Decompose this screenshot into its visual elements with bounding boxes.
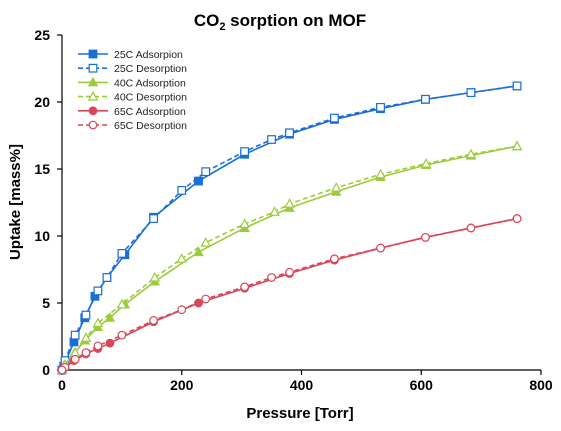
data-point: [512, 214, 522, 223]
legend-marker: [87, 90, 99, 101]
data-point: [57, 365, 67, 375]
data-point: [93, 286, 103, 296]
legend-label: 65C Desorption: [114, 120, 187, 132]
x-tick-label: 0: [58, 377, 66, 393]
y-tick-label: 5: [42, 295, 50, 311]
legend-label: 25C Adsorpion: [114, 49, 183, 61]
data-point: [201, 167, 211, 177]
series-layer: [56, 81, 523, 375]
data-point: [200, 237, 211, 247]
data-point: [331, 182, 342, 192]
data-point: [421, 94, 430, 104]
data-point: [80, 332, 92, 342]
legend-marker: [88, 106, 98, 116]
data-point: [420, 157, 432, 168]
series-line: [61, 145, 518, 371]
data-point: [177, 305, 187, 315]
data-point: [193, 246, 204, 257]
y-axis-title: Uptake [mass%]: [7, 144, 24, 260]
data-point: [177, 186, 187, 195]
legend-marker: [88, 63, 98, 73]
data-point: [70, 330, 80, 340]
data-point: [512, 81, 522, 91]
legend-marker: [88, 120, 98, 130]
data-point: [466, 223, 476, 233]
data-point: [330, 113, 339, 123]
x-axis-title: Pressure [Torr]: [246, 405, 353, 422]
data-point: [93, 341, 103, 351]
axes: 0 200 400 600 800 0 5 10 15 20 25: [34, 27, 552, 393]
data-point: [269, 206, 280, 216]
y-tick-label: 25: [34, 27, 50, 43]
legend-marker: [87, 76, 99, 87]
y-tick-label: 10: [34, 228, 50, 244]
data-point: [284, 198, 295, 208]
x-tick-label: 800: [529, 377, 553, 393]
legend-label: 40C Adsorption: [114, 77, 186, 89]
legend-label: 65C Adsorption: [114, 106, 186, 118]
legend-label: 40C Desorption: [114, 92, 187, 104]
x-tick-label: 600: [410, 377, 434, 393]
data-point: [149, 271, 161, 282]
legend-marker: [88, 49, 98, 59]
data-point: [104, 312, 116, 322]
data-point: [285, 128, 294, 138]
y-tick-label: 15: [34, 161, 50, 177]
data-point: [240, 282, 250, 292]
data-point: [267, 273, 276, 282]
data-point: [375, 168, 386, 179]
data-point: [149, 214, 159, 223]
chart-title-subscript: 2: [219, 21, 225, 33]
x-tick-label: 400: [290, 377, 314, 393]
series-4: [56, 140, 523, 374]
data-point: [70, 354, 80, 364]
data-point: [102, 273, 112, 282]
series-line: [61, 217, 518, 371]
data-point: [285, 267, 294, 277]
series-line: [61, 85, 518, 371]
legend-label: 25C Desorption: [114, 63, 187, 75]
series-line: [61, 217, 518, 371]
data-point: [149, 316, 159, 325]
data-point: [116, 298, 128, 309]
data-point: [330, 254, 339, 264]
series-6: [57, 214, 522, 375]
series-line: [61, 145, 518, 371]
x-tick-label: 200: [170, 377, 194, 393]
data-point: [117, 330, 127, 340]
data-point: [201, 294, 211, 304]
data-point: [239, 218, 250, 228]
data-point: [376, 243, 385, 253]
y-tick-label: 20: [34, 94, 50, 110]
y-tick-label: 0: [42, 362, 50, 378]
data-point: [117, 249, 127, 258]
data-point: [421, 232, 430, 242]
series-5: [57, 214, 522, 375]
data-point: [465, 148, 477, 159]
legend: 25C Adsorpion 25C Desorption 40C Adsorptio…: [78, 49, 187, 132]
chart-title: CO2 sorption on MOF: [194, 11, 366, 33]
data-point: [376, 102, 385, 112]
data-point: [92, 317, 104, 328]
data-point: [81, 310, 91, 320]
data-point: [176, 253, 187, 263]
data-point: [466, 88, 476, 98]
data-point: [81, 348, 91, 357]
data-point: [240, 147, 250, 156]
data-point: [511, 140, 523, 151]
data-point: [267, 135, 276, 144]
